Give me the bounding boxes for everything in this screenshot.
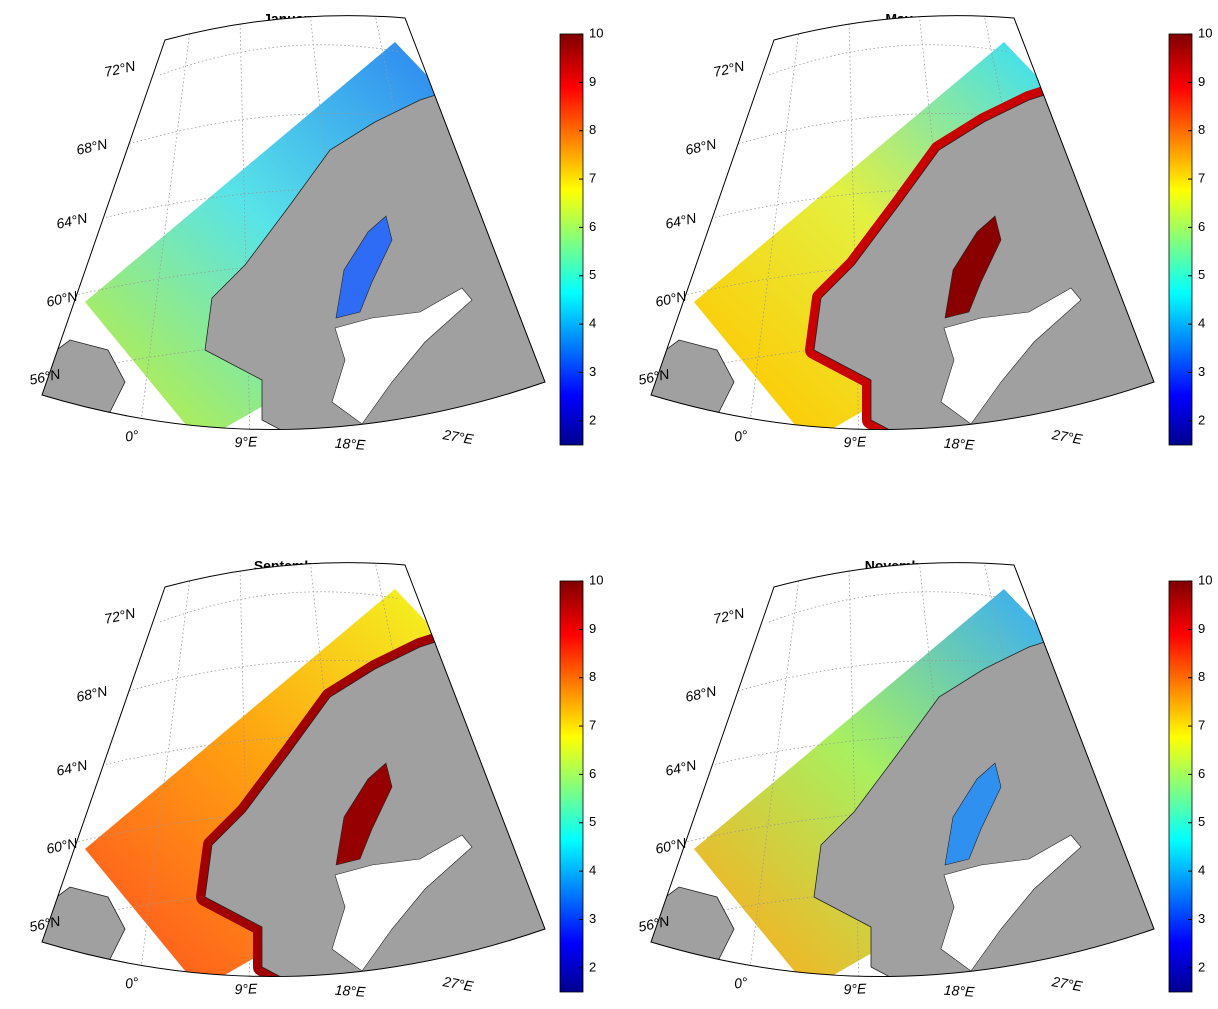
colorbar xyxy=(560,34,583,445)
colorbar-tick-label: 3 xyxy=(1198,364,1205,379)
longitude-label: 27°E xyxy=(1050,973,1084,994)
colorbar-tick-label: 5 xyxy=(589,814,596,829)
colorbar-tick-label: 8 xyxy=(589,122,596,137)
map-panel: November72°N68°N64°N60°N56°N0°9°E18°E27°… xyxy=(609,547,1212,1009)
colorbar-tick-label: 9 xyxy=(1198,74,1205,89)
colorbar-tick-label: 7 xyxy=(589,170,596,185)
latitude-label: 64°N xyxy=(55,756,90,778)
longitude-label: 18°E xyxy=(943,435,975,453)
latitude-label: 64°N xyxy=(664,756,699,778)
latitude-label: 68°N xyxy=(684,135,719,157)
latitude-label: 72°N xyxy=(712,57,747,79)
latitude-label: 72°N xyxy=(103,604,138,626)
longitude-label: 0° xyxy=(124,974,140,992)
colorbar-tick-label: 7 xyxy=(1198,717,1205,732)
colorbar-tick-label: 10 xyxy=(1198,25,1212,40)
colorbar-tick-label: 10 xyxy=(589,25,603,40)
colorbar-tick-label: 3 xyxy=(1198,911,1205,926)
longitude-label: 9°E xyxy=(234,433,258,450)
colorbar-tick-label: 4 xyxy=(1198,316,1205,331)
colorbar-tick-label: 10 xyxy=(1198,572,1212,587)
colorbar-tick-label: 8 xyxy=(1198,669,1205,684)
colorbar-tick-label: 8 xyxy=(589,669,596,684)
colorbar-tick-label: 4 xyxy=(1198,863,1205,878)
longitude-label: 9°E xyxy=(234,980,258,997)
colorbar-tick-label: 8 xyxy=(1198,122,1205,137)
colorbar-tick-label: 2 xyxy=(1198,412,1205,427)
colorbar xyxy=(560,581,583,992)
latitude-label: 72°N xyxy=(103,57,138,79)
latitude-label: 64°N xyxy=(55,209,90,231)
longitude-label: 18°E xyxy=(943,982,975,1000)
colorbar-tick-label: 9 xyxy=(589,74,596,89)
colorbar-tick-label: 3 xyxy=(589,364,596,379)
longitude-label: 9°E xyxy=(843,433,867,450)
longitude-label: 27°E xyxy=(441,973,475,994)
longitude-label: 0° xyxy=(124,427,140,445)
colorbar-tick-label: 4 xyxy=(589,316,596,331)
longitude-label: 18°E xyxy=(334,982,366,1000)
map-panel: September72°N68°N64°N60°N56°N0°9°E18°E27… xyxy=(0,547,603,1009)
colorbar-tick-label: 9 xyxy=(589,621,596,636)
longitude-label: 0° xyxy=(733,974,749,992)
colorbar-tick-label: 9 xyxy=(1198,621,1205,636)
colorbar-tick-label: 5 xyxy=(589,267,596,282)
latitude-label: 68°N xyxy=(75,135,110,157)
latitude-label: 64°N xyxy=(664,209,699,231)
colorbar-tick-label: 2 xyxy=(1198,959,1205,974)
colorbar-tick-label: 6 xyxy=(589,766,596,781)
longitude-label: 27°E xyxy=(1050,426,1084,447)
longitude-label: 9°E xyxy=(843,980,867,997)
colorbar xyxy=(1169,581,1192,992)
colorbar-tick-label: 2 xyxy=(589,412,596,427)
map xyxy=(0,547,600,1009)
map xyxy=(609,547,1209,1009)
colorbar-tick-label: 7 xyxy=(589,717,596,732)
colorbar-tick-label: 5 xyxy=(1198,267,1205,282)
longitude-label: 18°E xyxy=(334,435,366,453)
colorbar-tick-label: 5 xyxy=(1198,814,1205,829)
colorbar-tick-label: 3 xyxy=(589,911,596,926)
colorbar-tick-label: 6 xyxy=(1198,766,1205,781)
map-panel: January72°N68°N64°N60°N56°N0°9°E18°E27°E… xyxy=(0,0,603,480)
longitude-label: 0° xyxy=(733,427,749,445)
latitude-label: 68°N xyxy=(75,682,110,704)
figure: January72°N68°N64°N60°N56°N0°9°E18°E27°E… xyxy=(0,0,1218,1009)
latitude-label: 72°N xyxy=(712,604,747,626)
colorbar-tick-label: 4 xyxy=(589,863,596,878)
colorbar xyxy=(1169,34,1192,445)
map-panel: May72°N68°N64°N60°N56°N0°9°E18°E27°E2345… xyxy=(609,0,1212,480)
colorbar-tick-label: 2 xyxy=(589,959,596,974)
colorbar-tick-label: 6 xyxy=(589,219,596,234)
longitude-label: 27°E xyxy=(441,426,475,447)
latitude-label: 68°N xyxy=(684,682,719,704)
colorbar-tick-label: 10 xyxy=(589,572,603,587)
colorbar-tick-label: 7 xyxy=(1198,170,1205,185)
colorbar-tick-label: 6 xyxy=(1198,219,1205,234)
